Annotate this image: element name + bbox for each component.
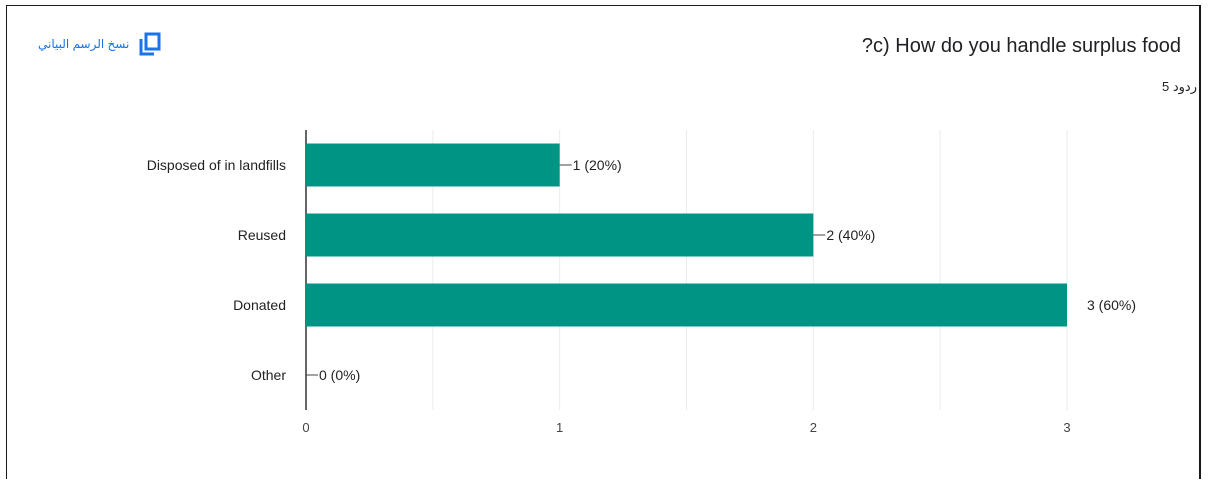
x-tick-label: 1 — [556, 420, 563, 435]
copy-chart-button[interactable]: نسخ الرسم البياني — [38, 30, 163, 58]
bar — [306, 143, 560, 187]
x-tick-label: 0 — [302, 420, 309, 435]
data-label: 0 (0%) — [319, 367, 360, 383]
data-label: 3 (60%) — [1087, 297, 1136, 313]
data-label: 2 (40%) — [826, 227, 875, 243]
category-label: Donated — [233, 297, 286, 313]
bar — [306, 283, 1067, 327]
category-label: Other — [251, 367, 286, 383]
labels: 0 1 2 3 Disposed of in landfills 1 (20%) Reuse… — [147, 157, 1136, 435]
response-count: 5 ردود — [1162, 79, 1197, 94]
category-label: Reused — [238, 227, 286, 243]
bar — [306, 213, 814, 257]
category-label: Disposed of in landfills — [147, 157, 286, 173]
copy-icon — [139, 32, 161, 56]
x-tick-label: 2 — [810, 420, 817, 435]
question-title: ?c) How do you handle surplus food — [861, 35, 1181, 57]
copy-chart-label: نسخ الرسم البياني — [38, 37, 130, 51]
bars — [306, 143, 1067, 327]
data-label: 1 (20%) — [573, 157, 622, 173]
x-tick-label: 3 — [1063, 420, 1070, 435]
